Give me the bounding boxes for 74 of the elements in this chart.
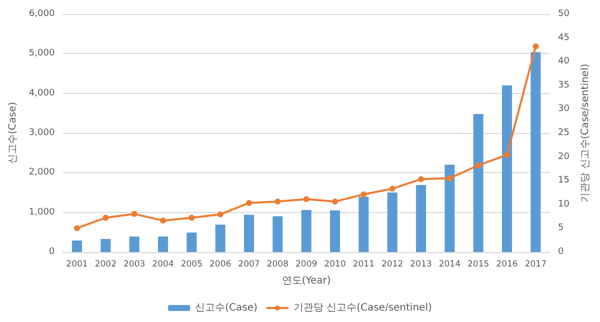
- y2-tick-label: 10: [558, 199, 570, 210]
- x-tick-label: 2011: [352, 260, 374, 270]
- y2-axis-title: 기관당 신고수(Case/sentinel): [580, 64, 591, 202]
- x-axis-title: 연도(Year): [282, 276, 331, 286]
- x-tick-label: 2001: [66, 260, 88, 270]
- y-tick-label: 2,000: [28, 168, 55, 178]
- bar: [416, 184, 426, 252]
- y-tick-label: 0: [48, 247, 55, 257]
- bar: [330, 210, 340, 252]
- bar: [473, 114, 484, 252]
- x-tick-label: 2015: [468, 260, 490, 270]
- y2-tick-label: 0: [558, 247, 564, 257]
- bar: [215, 224, 226, 252]
- x-tick-label: 2013: [410, 260, 432, 270]
- bar: [530, 52, 541, 252]
- legend-label: 기관당 신고수(Case/sentinel): [293, 302, 432, 314]
- x-tick-label: 2005: [180, 260, 202, 270]
- y2-tick-label: 50: [558, 9, 570, 19]
- point: [274, 198, 281, 205]
- y-tick-label: 6,000: [28, 9, 55, 19]
- bar: [358, 196, 369, 252]
- bar: [100, 238, 111, 252]
- bar: [444, 164, 455, 252]
- y2-tick-label: 30: [558, 104, 570, 114]
- bar: [387, 192, 398, 252]
- x-tick-label: 2009: [296, 260, 318, 270]
- x-tick-label: 2017: [524, 260, 546, 270]
- point: [160, 218, 166, 224]
- y-tick-label: 1,000: [28, 207, 55, 218]
- point: [360, 191, 367, 198]
- bar: [244, 214, 254, 252]
- point: [188, 214, 195, 221]
- bar: [129, 236, 140, 252]
- point: [475, 162, 482, 168]
- x-tick-label: 2002: [94, 260, 116, 270]
- y-axis-title: 신고수(Case): [8, 102, 18, 164]
- x-tick-label: 2010: [324, 260, 346, 270]
- point: [131, 210, 138, 217]
- y-tick-label: 5,000: [28, 48, 55, 59]
- bar: [186, 232, 197, 252]
- point: [303, 196, 310, 202]
- bar: [502, 85, 512, 252]
- y2-tick-label: 25: [558, 128, 570, 138]
- legend-label: 신고수(Case): [195, 302, 258, 314]
- point: [446, 175, 453, 182]
- x-tick-label: 2007: [238, 260, 260, 270]
- point: [246, 200, 252, 206]
- x-tick-label: 2006: [210, 260, 232, 270]
- bar: [72, 240, 82, 252]
- y2-tick-label: 45: [558, 32, 570, 43]
- point: [389, 186, 396, 192]
- point: [217, 211, 224, 218]
- x-tick-label: 2012: [382, 260, 404, 270]
- y2-tick-label: 35: [558, 80, 570, 90]
- x-tick-label: 2016: [496, 260, 518, 270]
- point: [504, 152, 510, 158]
- x-tick-label: 2014: [438, 260, 460, 270]
- bar: [272, 216, 283, 252]
- point: [418, 176, 424, 182]
- x-tick-label: 2004: [152, 260, 174, 270]
- y2-tick-label: 5: [558, 223, 564, 234]
- point: [332, 198, 338, 205]
- x-tick-label: 2008: [266, 260, 288, 270]
- point: [102, 214, 109, 221]
- y2-tick-label: 20: [558, 152, 570, 162]
- y-tick-label: 3,000: [28, 128, 55, 138]
- point: [532, 43, 539, 50]
- point: [74, 225, 80, 232]
- bar: [301, 210, 312, 252]
- y2-tick-label: 15: [558, 176, 570, 186]
- y-tick-label: 4,000: [28, 88, 55, 98]
- bar: [158, 236, 168, 252]
- y2-tick-label: 40: [558, 56, 570, 67]
- x-tick-label: 2003: [124, 260, 146, 270]
